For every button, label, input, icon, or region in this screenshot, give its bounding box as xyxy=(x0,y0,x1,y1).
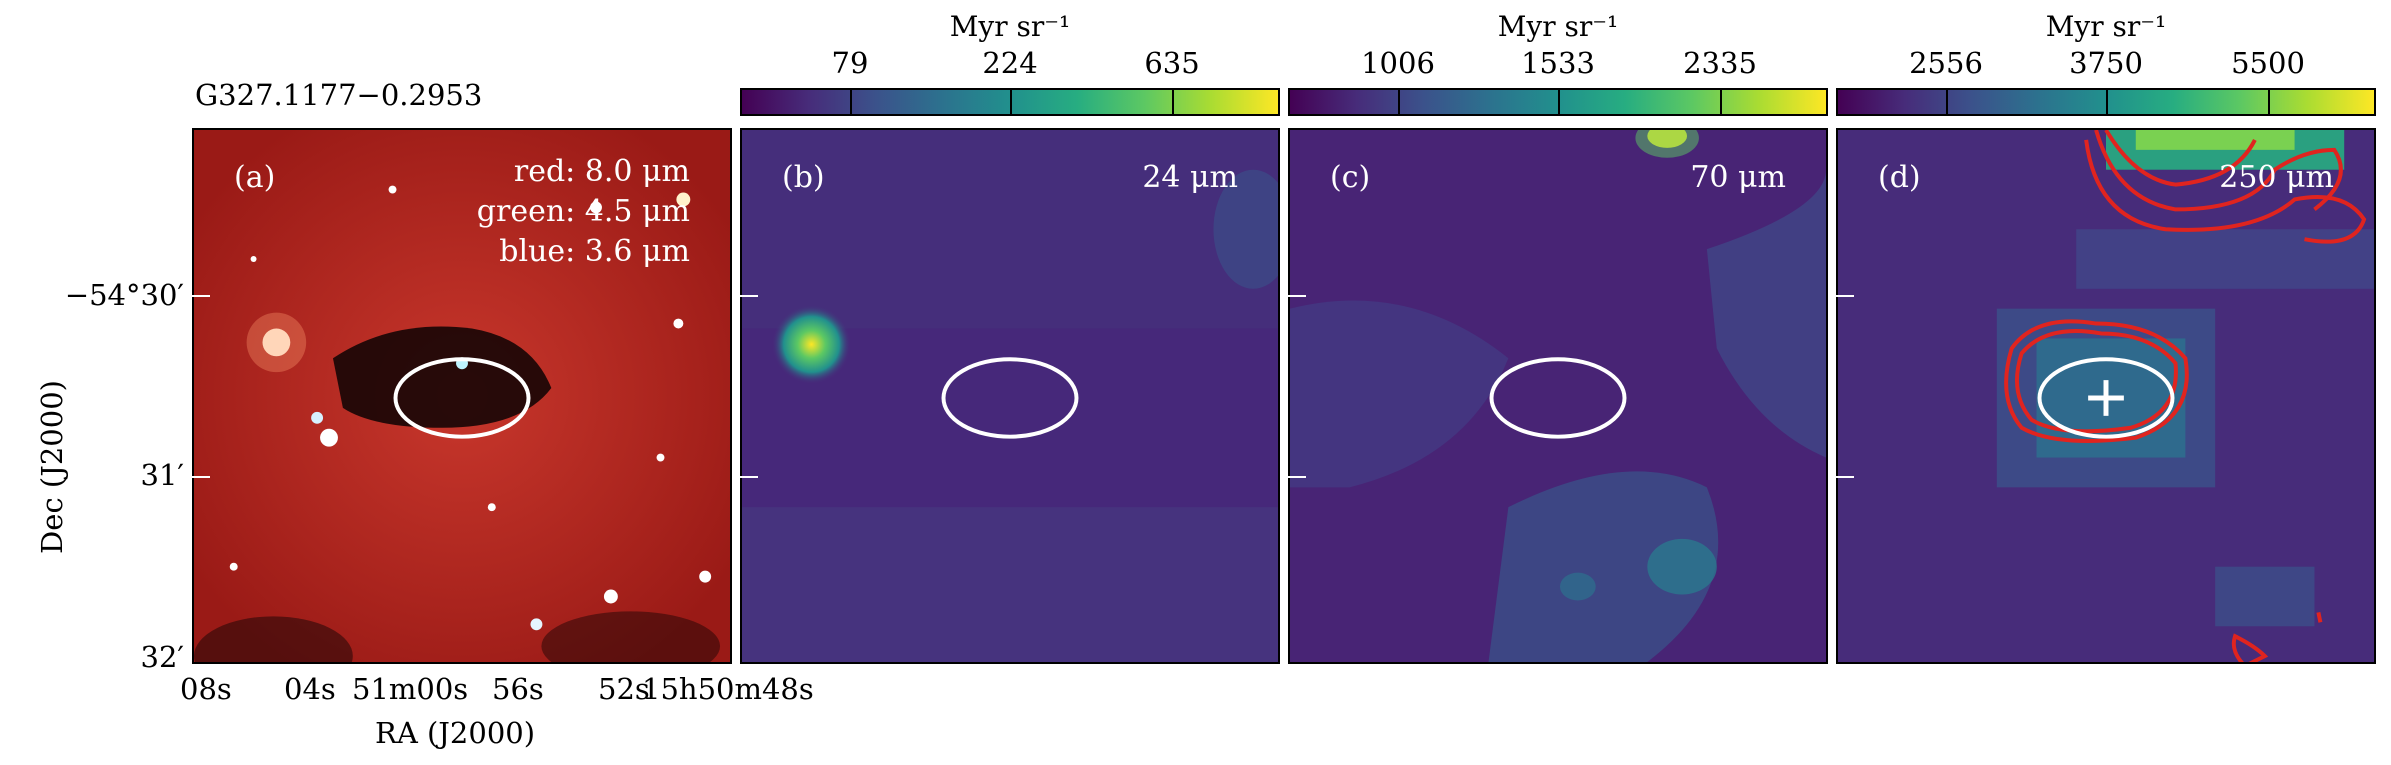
rgb-legend-red: red: 8.0 μm xyxy=(513,154,690,189)
panel-d-250um-image: (d) 250 μm xyxy=(1836,128,2376,664)
source-cross-icon xyxy=(2088,380,2124,416)
panel-c-70um-image: (c) 70 μm xyxy=(1288,128,1828,664)
colorbar-unit: Myr sr⁻¹ xyxy=(2045,10,2167,43)
panel-label: (c) xyxy=(1330,160,1371,195)
panel-b-image xyxy=(742,130,1278,662)
colorbar-tick-label: 3750 xyxy=(2069,46,2143,80)
rgb-legend: red: 8.0 μm green: 4.5 μm blue: 3.6 μm xyxy=(477,152,690,272)
ra-tick-label: 52s xyxy=(598,672,650,706)
colorbar-tick-label: 635 xyxy=(1144,46,1200,80)
rgb-legend-green: green: 4.5 μm xyxy=(476,194,690,229)
colorbar-tick-label: 2556 xyxy=(1909,46,1983,80)
wavelength-label: 250 μm xyxy=(2219,160,2334,195)
colorbar-tick-label: 1533 xyxy=(1521,46,1595,80)
panel-d-image xyxy=(1838,130,2374,662)
colorbar-tick-label: 79 xyxy=(831,46,869,80)
colorbar-d: Myr sr⁻¹ 2556 3750 5500 xyxy=(1836,0,2376,128)
panel-label: (d) xyxy=(1878,160,1921,195)
panel-label: (b) xyxy=(782,160,825,195)
ra-tick-label: 51m00s xyxy=(352,672,469,706)
ra-tick-label: 04s xyxy=(284,672,336,706)
panel-a-rgb-image: (a) red: 8.0 μm green: 4.5 μm blue: 3.6 … xyxy=(192,128,732,664)
panel-a-image xyxy=(194,130,730,662)
colorbar-tick-label: 5500 xyxy=(2231,46,2305,80)
rgb-legend-blue: blue: 3.6 μm xyxy=(499,234,690,269)
colorbar-c: Myr sr⁻¹ 1006 1533 2335 xyxy=(1288,0,1828,128)
wavelength-label: 24 μm xyxy=(1142,160,1238,195)
contour-lines xyxy=(2004,130,2367,662)
ra-tick-label: 15h50m48s xyxy=(642,672,814,706)
colorbar-gradient xyxy=(1836,88,2376,116)
panel-b-24um-image: (b) 24 μm xyxy=(740,128,1280,664)
wavelength-label: 70 μm xyxy=(1690,160,1786,195)
panel-label: (a) xyxy=(234,160,276,195)
colorbar-gradient xyxy=(740,88,1280,116)
colorbar-tick-label: 1006 xyxy=(1361,46,1435,80)
ra-tick-label: 08s xyxy=(180,672,232,706)
colorbar-unit: Myr sr⁻¹ xyxy=(1497,10,1619,43)
colorbar-b: Myr sr⁻¹ 79 224 635 xyxy=(740,0,1280,128)
x-axis-label: RA (J2000) xyxy=(375,716,536,750)
colorbar-tick-label: 224 xyxy=(982,46,1038,80)
dec-tick-label: −54°30′ xyxy=(64,278,184,312)
ra-tick-label: 56s xyxy=(492,672,544,706)
dec-tick-label: 32′ xyxy=(140,640,185,674)
source-name: G327.1177−0.2953 xyxy=(195,78,483,112)
colorbar-unit: Myr sr⁻¹ xyxy=(949,10,1071,43)
panel-c-image xyxy=(1290,130,1826,662)
dec-tick-label: 31′ xyxy=(140,458,185,492)
colorbar-gradient xyxy=(1288,88,1828,116)
colorbar-tick-label: 2335 xyxy=(1683,46,1757,80)
